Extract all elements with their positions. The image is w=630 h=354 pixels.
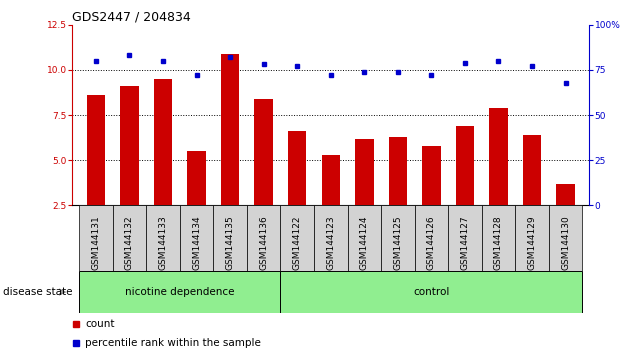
Text: GSM144124: GSM144124	[360, 215, 369, 270]
Text: GSM144125: GSM144125	[393, 215, 403, 270]
Text: percentile rank within the sample: percentile rank within the sample	[85, 338, 261, 348]
Bar	[415, 205, 448, 271]
Bar	[154, 79, 172, 205]
Text: GSM144132: GSM144132	[125, 215, 134, 270]
Text: disease state: disease state	[3, 287, 72, 297]
Text: GSM144122: GSM144122	[293, 215, 302, 270]
Bar	[180, 205, 214, 271]
Text: GSM144127: GSM144127	[461, 215, 469, 270]
Bar	[314, 205, 348, 271]
Text: GSM144134: GSM144134	[192, 215, 201, 270]
Bar	[187, 151, 206, 205]
Bar	[87, 95, 105, 205]
Bar	[146, 205, 180, 271]
Bar	[79, 271, 280, 313]
Text: GSM144130: GSM144130	[561, 215, 570, 270]
Text: GSM144126: GSM144126	[427, 215, 436, 270]
Bar	[79, 205, 113, 271]
Bar	[120, 86, 139, 205]
Bar	[214, 205, 247, 271]
Bar	[556, 184, 575, 205]
Bar	[247, 205, 280, 271]
Bar	[355, 138, 374, 205]
Bar	[549, 205, 582, 271]
Bar	[255, 99, 273, 205]
Bar	[389, 137, 407, 205]
Text: GDS2447 / 204834: GDS2447 / 204834	[72, 11, 191, 24]
Bar	[221, 54, 239, 205]
Text: nicotine dependence: nicotine dependence	[125, 287, 234, 297]
Bar	[381, 205, 415, 271]
Text: GSM144123: GSM144123	[326, 215, 335, 270]
Bar	[113, 205, 146, 271]
Bar	[448, 205, 482, 271]
Text: GSM144131: GSM144131	[91, 215, 100, 270]
Bar	[455, 126, 474, 205]
Text: control: control	[413, 287, 450, 297]
Text: count: count	[85, 319, 115, 329]
Bar	[288, 131, 306, 205]
Bar	[482, 205, 515, 271]
Bar	[280, 205, 314, 271]
Bar	[490, 108, 508, 205]
Text: GSM144133: GSM144133	[159, 215, 168, 270]
Bar	[280, 271, 582, 313]
Text: GSM144128: GSM144128	[494, 215, 503, 270]
Text: GSM144129: GSM144129	[527, 215, 537, 270]
Bar	[321, 155, 340, 205]
Bar	[348, 205, 381, 271]
Bar	[523, 135, 541, 205]
Text: GSM144135: GSM144135	[226, 215, 234, 270]
Bar	[422, 146, 440, 205]
Text: GSM144136: GSM144136	[259, 215, 268, 270]
Bar	[515, 205, 549, 271]
